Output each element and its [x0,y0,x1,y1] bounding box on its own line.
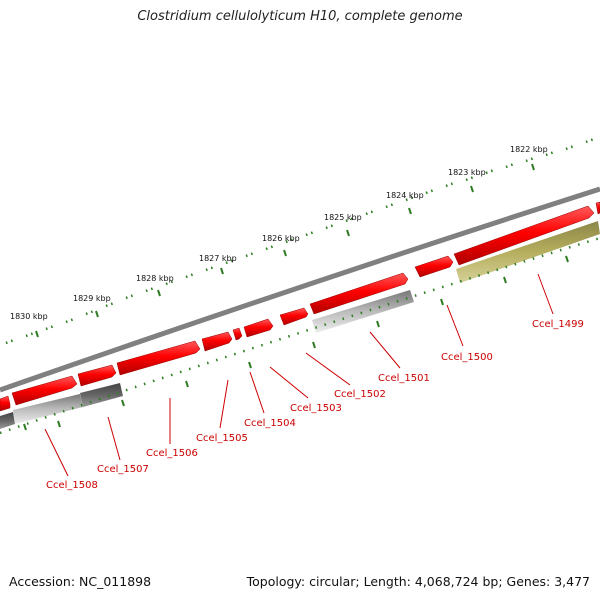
kbp-label: 1826 kbp [262,234,300,243]
gene-arrow[interactable] [201,331,233,352]
gene-bar-dark[interactable] [80,383,123,407]
map-title: Clostridium cellulolyticum H10, complete… [137,9,463,24]
gene-arrow[interactable] [232,327,243,341]
gene-arrow[interactable] [453,205,595,266]
gene-arrow[interactable] [11,375,78,406]
kbp-label: 1822 kbp [510,145,548,154]
gene-leader-lines [44,273,554,477]
genome-summary-text: Topology: circular; Length: 4,068,724 bp… [246,574,590,589]
gene-label[interactable]: Ccel_1502 [334,389,386,400]
gene-label[interactable]: Ccel_1507 [97,464,149,475]
gene-label[interactable]: Ccel_1504 [244,418,296,429]
reverse-genes [0,221,600,429]
kbp-label: 1827 kbp [199,254,237,263]
forward-genes [0,201,600,412]
gene-label[interactable]: Ccel_1505 [196,433,248,444]
kbp-label: 1830 kbp [10,312,48,321]
kbp-label: 1823 kbp [448,168,486,177]
gene-arrow[interactable] [243,318,274,338]
gene-arrow[interactable] [77,364,117,387]
gene-arrow[interactable] [116,340,201,376]
outer-tick-ring [5,137,595,345]
kbp-label: 1828 kbp [136,274,174,283]
gene-label[interactable]: Ccel_1508 [46,480,98,491]
gene-arrow[interactable] [595,201,600,215]
outer-tick-labels: 1830 kbp 1829 kbp 1828 kbp 1827 kbp 1826… [10,145,548,321]
gene-arrow[interactable] [309,272,409,315]
gene-bar-dark[interactable] [0,412,15,429]
gene-bar-olive[interactable] [456,221,600,283]
gene-bar-grey[interactable] [13,394,83,424]
gene-label[interactable]: Ccel_1506 [146,448,198,459]
gene-bar-grey[interactable] [312,290,414,333]
gene-label[interactable]: Ccel_1500 [441,352,493,363]
gene-label[interactable]: Ccel_1501 [378,373,430,384]
inner-tick-ring [0,236,600,435]
gene-arrow[interactable] [414,255,454,278]
gene-label[interactable]: Ccel_1503 [290,403,342,414]
gene-arrow[interactable] [279,307,309,326]
genome-backbone [0,186,600,393]
kbp-label: 1829 kbp [73,294,111,303]
kbp-label: 1825 kbp [324,213,362,222]
gene-arrow[interactable] [0,395,11,412]
accession-text: Accession: NC_011898 [9,574,152,589]
kbp-label: 1824 kbp [386,191,424,200]
gene-label[interactable]: Ccel_1499 [532,319,584,330]
gene-labels: Ccel_1499 Ccel_1500 Ccel_1501 Ccel_1502 … [46,319,584,491]
